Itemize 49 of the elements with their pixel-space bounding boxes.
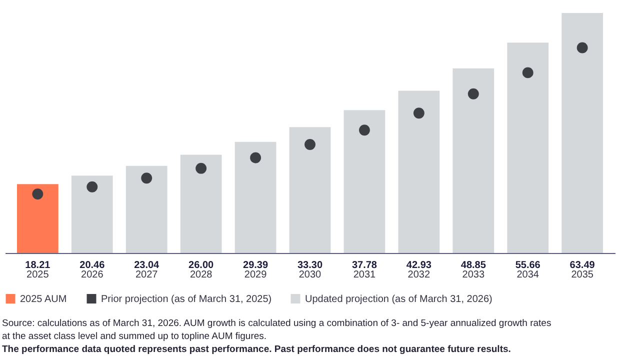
x-tick-label: 2032 — [408, 270, 430, 280]
data-label: 20.46 — [80, 260, 106, 271]
x-tick-label: 2027 — [135, 270, 158, 280]
data-label: 63.49 — [570, 260, 596, 271]
bar — [126, 166, 168, 253]
x-tick-label: 2031 — [353, 270, 376, 280]
point — [522, 67, 534, 78]
x-tick-label: 2030 — [298, 270, 322, 280]
data-label: 42.93 — [406, 260, 432, 271]
bar — [71, 176, 113, 253]
source-note: Source: calculations as of March 31, 2026. AUM growth is calculated using a combination of 3- and 5-year annualized growth rates at the asset class level and summed up to topline AUM figures. — [2, 318, 552, 342]
data-label: 37.78 — [352, 260, 378, 271]
data-label: 33.30 — [297, 260, 323, 271]
x-tick-label: 2028 — [190, 270, 213, 280]
point — [196, 162, 207, 174]
x-tick-label: 2035 — [571, 270, 594, 280]
data-label: 26.00 — [188, 260, 214, 271]
data-label: 55.66 — [515, 260, 541, 271]
legend-label: Prior projection (as of March 31, 2025) — [101, 294, 272, 305]
point — [413, 108, 424, 119]
x-tick-label: 2034 — [516, 270, 540, 280]
point — [250, 152, 262, 164]
bar — [180, 154, 222, 253]
point — [304, 139, 316, 150]
bar — [234, 142, 276, 253]
data-label: 18.21 — [25, 260, 51, 271]
point — [358, 124, 370, 136]
legend-label: 2025 AUM — [20, 294, 67, 305]
x-tick-label: 2033 — [462, 270, 485, 280]
bar — [562, 13, 604, 253]
x-tick-label: 2026 — [81, 270, 104, 280]
x-tick-label: 2029 — [244, 270, 268, 280]
bar — [452, 68, 494, 253]
text: The performance data quoted represents past performance. Past performance does not guarantee future results. — [2, 344, 511, 355]
point — [576, 42, 588, 54]
bar — [16, 184, 58, 253]
bar — [289, 127, 331, 253]
data-label: 29.39 — [243, 260, 268, 271]
data-label: 23.04 — [134, 260, 160, 271]
point — [32, 188, 44, 200]
legend-label: Updated projection (as of March 31, 2026) — [305, 294, 492, 305]
bar — [398, 90, 440, 253]
x-tick-label: 2025 — [26, 270, 50, 280]
point — [141, 172, 152, 184]
data-label: 48.85 — [460, 260, 486, 271]
bar — [507, 42, 549, 253]
bar — [344, 110, 386, 253]
point — [468, 88, 479, 100]
point — [86, 181, 98, 192]
